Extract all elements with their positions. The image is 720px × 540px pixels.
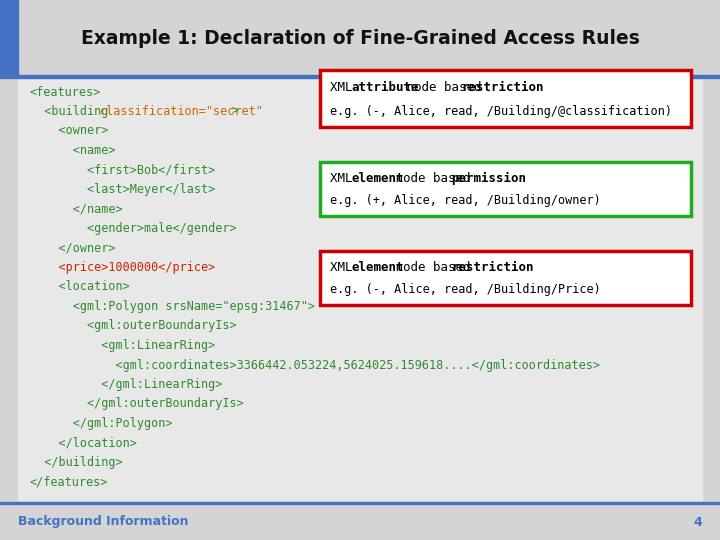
Text: <first>Bob</first>: <first>Bob</first> (30, 164, 215, 177)
Bar (0, 75, 720, 78)
Bar (0, 0, 18, 75)
Text: 4: 4 (693, 516, 702, 529)
Text: </gml:LinearRing>: </gml:LinearRing> (30, 378, 222, 391)
Text: attribute: attribute (351, 80, 419, 94)
Text: XML: XML (330, 261, 361, 274)
Bar (0, 502, 720, 540)
Text: permission: permission (451, 172, 526, 185)
Text: <gml:LinearRing>: <gml:LinearRing> (30, 339, 215, 352)
Text: restriction: restriction (451, 261, 534, 274)
Text: Example 1: Declaration of Fine-Grained Access Rules: Example 1: Declaration of Fine-Grained A… (81, 29, 639, 48)
Text: e.g. (-, Alice, read, /Building/Price): e.g. (-, Alice, read, /Building/Price) (330, 284, 601, 296)
Text: </building>: </building> (30, 456, 122, 469)
Text: XML: XML (330, 172, 361, 185)
Text: </name>: </name> (30, 202, 122, 215)
Text: XML: XML (330, 80, 361, 94)
Text: e.g. (+, Alice, read, /Building/owner): e.g. (+, Alice, read, /Building/owner) (330, 194, 601, 207)
Text: >: > (232, 105, 239, 118)
Text: </location>: </location> (30, 436, 137, 449)
Text: element: element (351, 261, 404, 274)
Text: <last>Meyer</last>: <last>Meyer</last> (30, 183, 215, 196)
Bar (18, 0, 720, 75)
Text: <gml:Polygon srsName="epsg:31467">: <gml:Polygon srsName="epsg:31467"> (30, 300, 315, 313)
Text: restriction: restriction (462, 80, 544, 94)
Text: <building: <building (30, 105, 115, 118)
Text: Background Information: Background Information (18, 516, 189, 529)
Text: node based: node based (399, 80, 489, 94)
Text: node based: node based (388, 261, 478, 274)
Text: </gml:Polygon>: </gml:Polygon> (30, 417, 173, 430)
Text: <owner>: <owner> (30, 125, 109, 138)
Text: <gml:coordinates>3366442.053224,5624025.159618....</gml:coordinates>: <gml:coordinates>3366442.053224,5624025.… (30, 359, 600, 372)
Text: </owner>: </owner> (30, 241, 115, 254)
Bar (320, 251, 691, 305)
Bar (0, 502, 720, 504)
Text: node based: node based (388, 172, 478, 185)
Text: <price>1000000</price>: <price>1000000</price> (30, 261, 215, 274)
Text: </features>: </features> (30, 476, 109, 489)
Bar (320, 70, 691, 127)
Text: classification="secret": classification="secret" (100, 105, 264, 118)
Text: <features>: <features> (30, 85, 102, 98)
Bar (18, 78, 702, 502)
Text: e.g. (-, Alice, read, /Building/@classification): e.g. (-, Alice, read, /Building/@classif… (330, 105, 672, 118)
Text: </gml:outerBoundaryIs>: </gml:outerBoundaryIs> (30, 397, 244, 410)
Text: element: element (351, 172, 404, 185)
Text: <gml:outerBoundaryIs>: <gml:outerBoundaryIs> (30, 320, 237, 333)
Text: <gender>male</gender>: <gender>male</gender> (30, 222, 237, 235)
Bar (320, 162, 691, 216)
Text: <location>: <location> (30, 280, 130, 294)
Text: <name>: <name> (30, 144, 115, 157)
